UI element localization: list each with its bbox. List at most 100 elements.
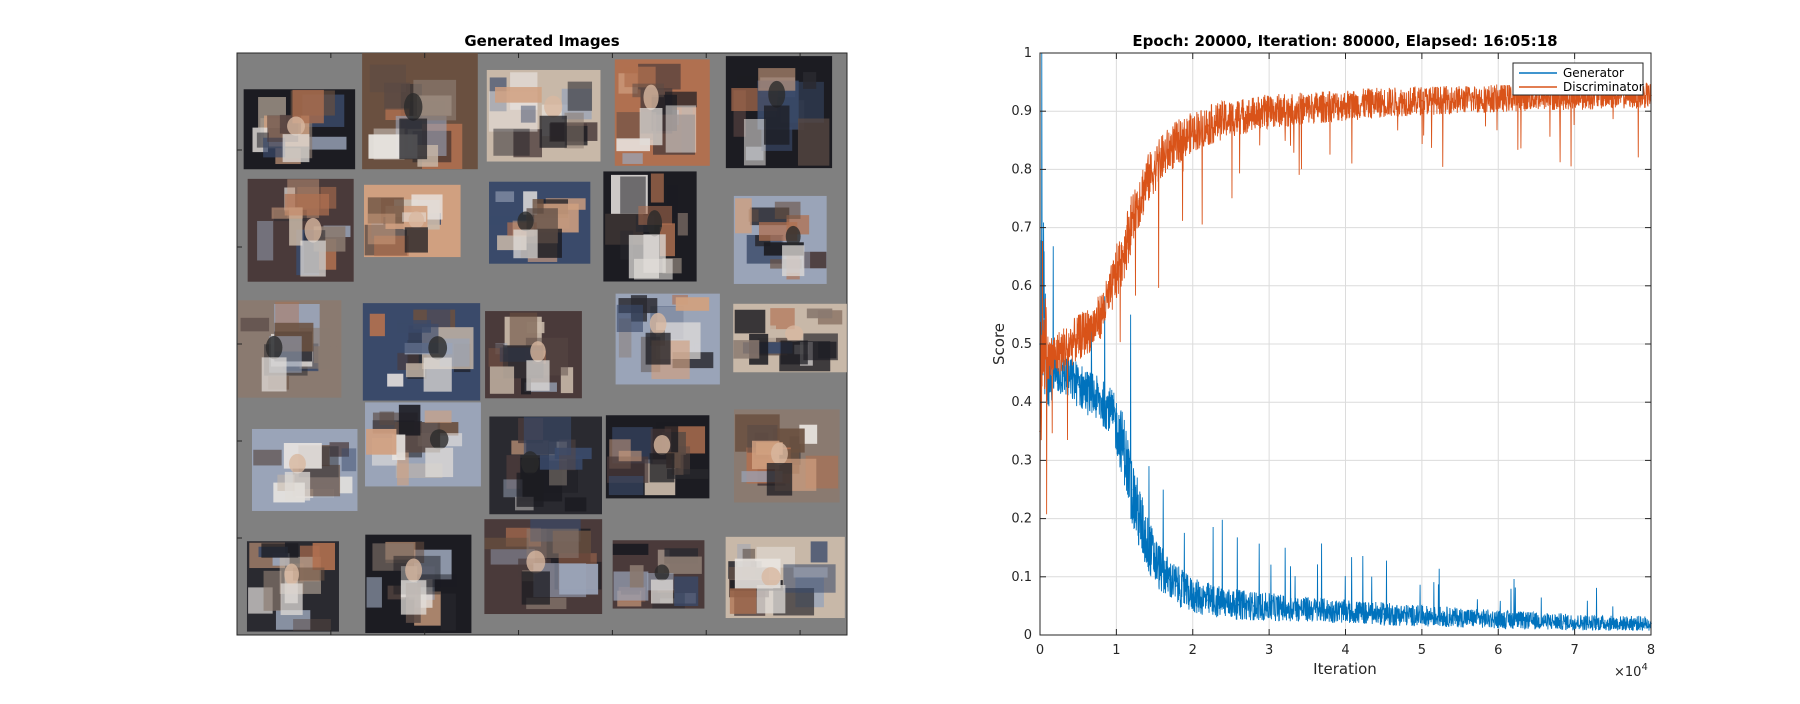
data-point [1069, 378, 1072, 380]
series-generator [1039, 52, 1652, 631]
generated-image-tile [734, 409, 840, 503]
generated-image-tile [485, 311, 582, 399]
data-point [1382, 613, 1385, 615]
data-point [1041, 314, 1044, 316]
data-point [1077, 337, 1079, 339]
data-point [1207, 124, 1209, 127]
data-point [1046, 360, 1049, 363]
generated-image-tile [615, 293, 720, 385]
data-point [1100, 401, 1102, 404]
generated-image-tile [614, 59, 710, 166]
y-tick-label: 0.2 [1011, 512, 1032, 527]
data-point [1222, 119, 1225, 121]
data-point [1054, 372, 1057, 374]
y-axis-label: Score [990, 323, 1008, 365]
data-point [1535, 96, 1538, 99]
generated-image-tile [363, 184, 461, 258]
data-point [1115, 273, 1118, 275]
y-tick-label: 0.6 [1011, 279, 1032, 294]
generated-image-tile [605, 415, 710, 499]
data-point [1169, 148, 1171, 150]
data-point [1138, 197, 1141, 200]
x-tick-label: 0 [1036, 643, 1044, 658]
data-point [1237, 116, 1240, 118]
x-tick-label: 2 [1189, 643, 1197, 658]
x-tick-label: 6 [1494, 643, 1502, 658]
data-point [1421, 99, 1423, 102]
data-point [1497, 618, 1500, 621]
generated-image-tile [251, 428, 358, 511]
generated-image-tile [365, 534, 472, 634]
legend-box [1512, 62, 1644, 96]
data-point [1107, 407, 1110, 409]
data-point [1062, 349, 1064, 351]
data-point [1573, 621, 1576, 623]
x-axis-ticks: 0 1 2 3 4 5 6 7 8 [1036, 53, 1655, 658]
x-exponent-power: 4 [1641, 662, 1647, 673]
data-point [1161, 156, 1163, 159]
data-point [1184, 590, 1186, 593]
data-point [1344, 104, 1347, 107]
generated-image-tile [237, 300, 342, 398]
y-tick-label: 1 [1024, 46, 1032, 61]
y-tick-label: 0.7 [1011, 221, 1032, 236]
data-point [1344, 610, 1347, 613]
x-tick-label: 5 [1418, 643, 1426, 658]
data-point [1222, 602, 1225, 604]
data-point [1184, 136, 1186, 139]
data-point [1459, 616, 1461, 619]
data-point [1085, 331, 1087, 334]
series-line-generator [1039, 52, 1652, 631]
generated-image-tile [362, 53, 478, 170]
data-point [1207, 599, 1209, 601]
score-chart: Epoch: 20000, Iteration: 80000, Elapsed:… [990, 32, 1655, 680]
y-tick-label: 0.3 [1011, 453, 1032, 468]
series-layer [1039, 52, 1652, 631]
x-exponent-base: ×10 [1614, 665, 1641, 680]
data-point [1138, 517, 1141, 520]
data-point [1161, 570, 1163, 572]
image-tiles [237, 53, 847, 634]
data-point [1146, 541, 1148, 543]
generated-image-tile [603, 171, 697, 282]
data-point [1421, 614, 1423, 617]
data-point [1612, 622, 1614, 625]
data-point [1306, 107, 1309, 110]
data-point [1123, 250, 1125, 252]
generated-image-tile [247, 178, 354, 282]
series-discriminator [1039, 82, 1652, 515]
generated-image-tile [362, 303, 481, 401]
generated-image-tile [484, 519, 603, 615]
image-panel-title: Generated Images [464, 32, 619, 50]
data-point [1382, 101, 1385, 104]
data-point [1153, 558, 1156, 561]
data-point [1459, 98, 1461, 101]
data-point [1123, 447, 1125, 450]
data-point [1191, 594, 1194, 597]
data-point [1077, 383, 1079, 386]
generated-image-tile [489, 181, 591, 264]
data-point [1176, 584, 1179, 587]
data-point [1268, 110, 1270, 112]
data-point [1253, 113, 1255, 115]
generated-image-tile [725, 536, 845, 619]
image-panel-ticks [237, 53, 801, 635]
legend-entry: Discriminator [1563, 80, 1644, 94]
x-exponent-label: ×104 [1614, 662, 1648, 680]
data-point [1237, 603, 1240, 606]
y-tick-label: 0.1 [1011, 570, 1032, 585]
y-tick-label: 0.9 [1011, 104, 1032, 119]
data-point [1092, 395, 1095, 398]
data-point [1100, 314, 1102, 316]
data-point [1146, 180, 1148, 182]
generated-image-tile [733, 195, 827, 284]
data-point [1535, 620, 1538, 622]
generated-image-tile [725, 56, 833, 169]
x-tick-label: 1 [1112, 643, 1120, 658]
series-line-discriminator [1039, 82, 1652, 515]
data-point [1062, 372, 1064, 374]
generated-image-tile [486, 69, 601, 162]
legend-entry: Generator [1563, 66, 1624, 80]
